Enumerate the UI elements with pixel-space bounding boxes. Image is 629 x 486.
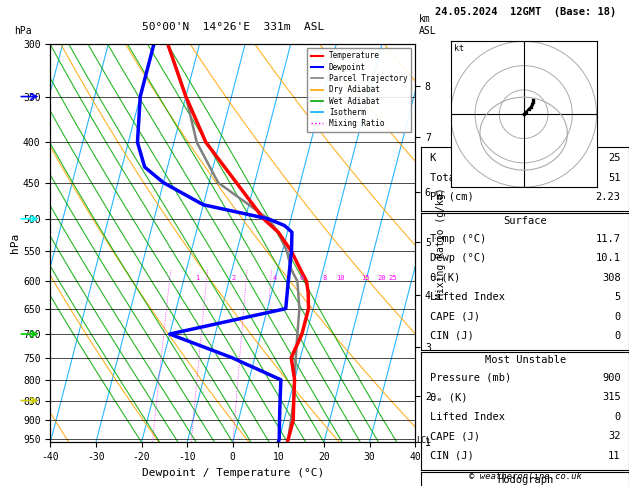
Text: 25: 25 <box>389 275 398 281</box>
Text: kt: kt <box>454 44 464 53</box>
Title: 50°00'N  14°26'E  331m  ASL: 50°00'N 14°26'E 331m ASL <box>142 22 324 32</box>
Text: Lifted Index: Lifted Index <box>430 412 504 422</box>
Y-axis label: Mixing Ratio (g/kg): Mixing Ratio (g/kg) <box>437 187 447 299</box>
Text: 10.1: 10.1 <box>596 253 621 263</box>
Text: 0: 0 <box>615 412 621 422</box>
Text: CAPE (J): CAPE (J) <box>430 431 480 441</box>
Text: CIN (J): CIN (J) <box>430 331 474 341</box>
Text: 11.7: 11.7 <box>596 234 621 244</box>
Text: CIN (J): CIN (J) <box>430 451 474 461</box>
Text: θₑ (K): θₑ (K) <box>430 392 467 402</box>
Text: Totals Totals: Totals Totals <box>430 173 511 183</box>
Text: 900: 900 <box>602 373 621 383</box>
Text: PW (cm): PW (cm) <box>430 192 474 202</box>
Text: K: K <box>430 153 436 163</box>
Text: 10: 10 <box>337 275 345 281</box>
Text: 8: 8 <box>323 275 327 281</box>
Text: 25: 25 <box>608 153 621 163</box>
Text: Hodograph: Hodograph <box>497 475 554 485</box>
Text: 20: 20 <box>377 275 386 281</box>
Text: 0: 0 <box>615 312 621 322</box>
Y-axis label: hPa: hPa <box>10 233 20 253</box>
Text: 6: 6 <box>300 275 304 281</box>
Text: hPa: hPa <box>14 26 31 36</box>
Text: 5: 5 <box>615 292 621 302</box>
Text: Pressure (mb): Pressure (mb) <box>430 373 511 383</box>
Text: 4: 4 <box>272 275 277 281</box>
Text: 308: 308 <box>602 273 621 283</box>
Text: Surface: Surface <box>503 216 547 226</box>
Text: 24.05.2024  12GMT  (Base: 18): 24.05.2024 12GMT (Base: 18) <box>435 7 616 17</box>
Text: LCL: LCL <box>416 436 431 445</box>
Text: CAPE (J): CAPE (J) <box>430 312 480 322</box>
Text: 2: 2 <box>231 275 236 281</box>
Legend: Temperature, Dewpoint, Parcel Trajectory, Dry Adiabat, Wet Adiabat, Isotherm, Mi: Temperature, Dewpoint, Parcel Trajectory… <box>308 48 411 132</box>
Text: 0: 0 <box>615 331 621 341</box>
Text: Lifted Index: Lifted Index <box>430 292 504 302</box>
Text: km
ASL: km ASL <box>419 14 437 36</box>
Text: 1: 1 <box>195 275 199 281</box>
Text: 51: 51 <box>608 173 621 183</box>
Text: θₑ(K): θₑ(K) <box>430 273 461 283</box>
Text: Dewp (°C): Dewp (°C) <box>430 253 486 263</box>
Text: 2.23: 2.23 <box>596 192 621 202</box>
Text: Most Unstable: Most Unstable <box>484 355 566 365</box>
Text: 11: 11 <box>608 451 621 461</box>
Text: 32: 32 <box>608 431 621 441</box>
Text: Temp (°C): Temp (°C) <box>430 234 486 244</box>
Text: © weatheronline.co.uk: © weatheronline.co.uk <box>469 472 582 481</box>
X-axis label: Dewpoint / Temperature (°C): Dewpoint / Temperature (°C) <box>142 468 324 478</box>
Text: 315: 315 <box>602 392 621 402</box>
Text: 15: 15 <box>362 275 370 281</box>
